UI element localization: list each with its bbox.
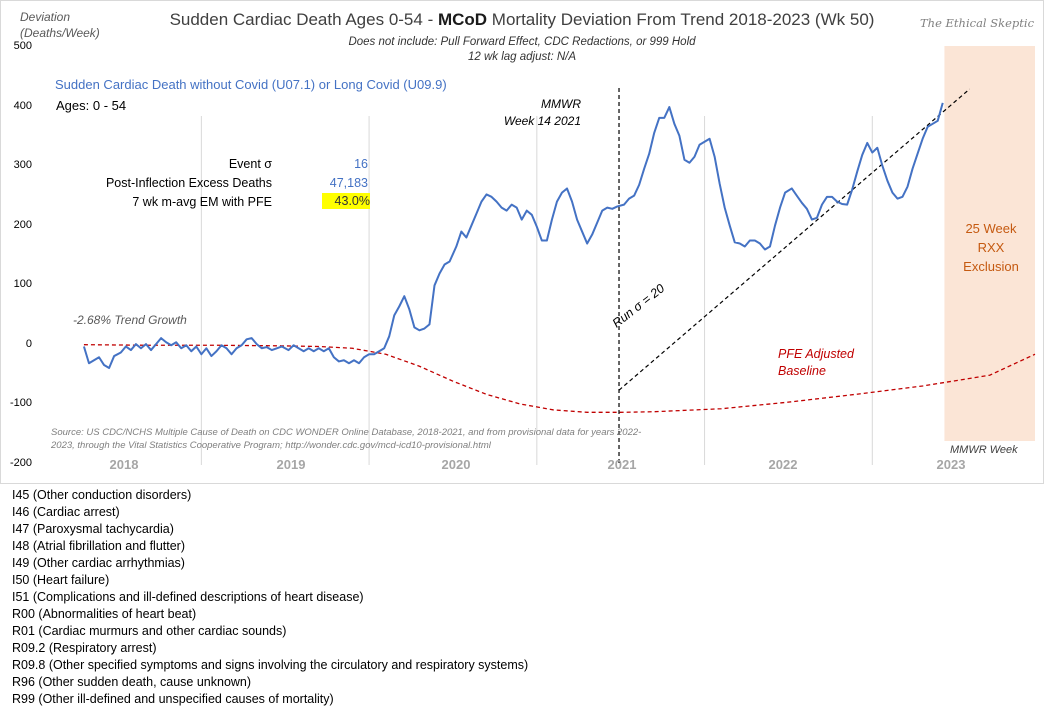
y-tick-label: -200 xyxy=(9,457,32,469)
chart-area: Sudden Cardiac Death Ages 0-54 - MCoD Mo… xyxy=(0,0,1044,484)
chart-canvas xyxy=(0,0,1044,484)
x-tick-label: 2019 xyxy=(276,457,306,472)
y-tick-label: 400 xyxy=(13,100,32,112)
icd-code-item: R99 (Other ill-defined and unspecified c… xyxy=(12,692,334,706)
y-tick-label: -100 xyxy=(9,397,32,409)
x-tick-label: 2022 xyxy=(768,457,798,472)
y-axis-label-line-1: Deviation xyxy=(20,10,71,24)
icd-code-item: I51 (Complications and ill-defined descr… xyxy=(12,590,364,604)
y-tick-label: 300 xyxy=(13,159,32,171)
icd-code-item: I46 (Cardiac arrest) xyxy=(12,505,120,519)
sudden-cardiac-death-series-line xyxy=(82,102,944,370)
icd-code-item: I48 (Atrial fibrillation and flutter) xyxy=(12,539,185,553)
pfe-label-line-2: Baseline xyxy=(778,364,826,378)
brand-watermark: The Ethical Skeptic xyxy=(920,16,1035,30)
x-end-label: MMWR Week xyxy=(950,444,1018,456)
trend-growth-label: -2.68% Trend Growth xyxy=(73,313,187,327)
y-axis-label-line-2: (Deaths/Week) xyxy=(20,26,100,40)
stat-label-em-pfe: 7 wk m-avg EM with PFE xyxy=(132,195,272,209)
y-tick-label: 0 xyxy=(25,338,32,350)
icd-code-item: R01 (Cardiac murmurs and other cardiac s… xyxy=(12,624,287,638)
title-post: Mortality Deviation From Trend 2018-2023… xyxy=(487,10,875,29)
y-axis-label: Deviation (Deaths/Week) xyxy=(20,9,100,41)
icd-code-item: I50 (Heart failure) xyxy=(12,573,110,587)
source-note: Source: US CDC/NCHS Multiple Cause of De… xyxy=(51,427,642,451)
icd-code-item: R09.8 (Other specified symptoms and sign… xyxy=(12,658,529,672)
x-tick-label: 2023 xyxy=(936,457,966,472)
ages-label: Ages: 0 - 54 xyxy=(56,98,127,113)
stat-value-em-pfe: 43.0% xyxy=(322,193,370,209)
mmwr-marker-line-1: MMWR xyxy=(541,97,581,111)
icd-code-item: R00 (Abnormalities of heart beat) xyxy=(12,607,197,621)
stat-value-event-sigma: 16 xyxy=(354,157,368,171)
chart-subtitle-2: 12 wk lag adjust: N/A xyxy=(467,51,577,63)
exclusion-label-line-3: Exclusion xyxy=(963,259,1019,274)
icd-code-item: I49 (Other cardiac arrhythmias) xyxy=(12,556,185,570)
pfe-baseline-label: PFE Adjusted Baseline xyxy=(778,346,854,380)
chart-title: Sudden Cardiac Death Ages 0-54 - MCoD Mo… xyxy=(0,10,1044,30)
exclusion-label-line-2: RXX xyxy=(977,240,1005,255)
mmwr-marker-label: MMWR Week 14 2021 xyxy=(485,96,581,130)
stat-label-excess-deaths: Post-Inflection Excess Deaths xyxy=(105,176,272,190)
icd-code-list: I45 (Other conduction disorders) I46 (Ca… xyxy=(12,487,528,708)
x-tick-label: 2018 xyxy=(109,457,139,472)
exclusion-band-label: 25 Week RXX Exclusion xyxy=(948,219,1034,276)
x-tick-label: 2020 xyxy=(441,457,471,472)
icd-code-item: R09.2 (Respiratory arrest) xyxy=(12,641,157,655)
chart-subtitle-1: Does not include: Pull Forward Effect, C… xyxy=(348,36,696,48)
y-tick-label: 100 xyxy=(13,278,32,290)
title-bold: MCoD xyxy=(437,10,488,29)
chart-border xyxy=(0,0,1044,484)
legend-series-label: Sudden Cardiac Death without Covid (U07.… xyxy=(55,77,447,92)
x-tick-label: 2021 xyxy=(607,457,637,472)
stat-value-excess-deaths: 47,183 xyxy=(329,176,368,190)
icd-code-item: I47 (Paroxysmal tachycardia) xyxy=(12,522,174,536)
title-pre: Sudden Cardiac Death Ages 0-54 - xyxy=(169,10,438,29)
exclusion-label-line-1: 25 Week xyxy=(965,221,1017,236)
icd-code-item: I45 (Other conduction disorders) xyxy=(12,488,192,502)
stat-label-event-sigma: Event σ xyxy=(228,157,272,171)
y-tick-label: 200 xyxy=(13,219,32,231)
icd-code-item: R96 (Other sudden death, cause unknown) xyxy=(12,675,252,689)
pfe-label-line-1: PFE Adjusted xyxy=(778,347,854,361)
run-sigma-trend-line xyxy=(618,88,970,391)
y-tick-label: 500 xyxy=(13,40,32,52)
mmwr-marker-line-2: Week 14 2021 xyxy=(503,114,581,128)
